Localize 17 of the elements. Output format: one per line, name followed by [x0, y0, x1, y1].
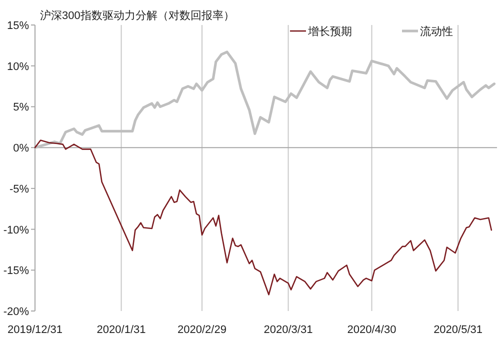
y-tick-label: -20% — [3, 306, 30, 318]
x-tick-label: 2019/12/31 — [7, 324, 63, 336]
y-tick-label: -10% — [3, 224, 30, 236]
chart-title: 沪深300指数驱动力分解（对数回报率） — [40, 9, 234, 22]
x-tick-label: 2020/3/31 — [264, 324, 313, 336]
x-tick-label: 2020/1/31 — [96, 324, 146, 336]
legend-label: 流动性 — [420, 25, 453, 38]
x-tick-label: 2020/5/31 — [434, 324, 483, 336]
y-tick-label: 15% — [6, 20, 30, 32]
x-tick-label: 2020/2/29 — [178, 324, 226, 336]
y-tick-label: -15% — [3, 265, 30, 278]
y-tick-label: 5% — [13, 102, 30, 114]
y-tick-label: -5% — [9, 183, 30, 196]
x-tick-label: 2020/4/30 — [347, 324, 396, 336]
legend-label: 增长预期 — [307, 25, 352, 38]
y-tick-label: 0% — [13, 142, 30, 155]
y-tick-label: 10% — [6, 60, 30, 73]
